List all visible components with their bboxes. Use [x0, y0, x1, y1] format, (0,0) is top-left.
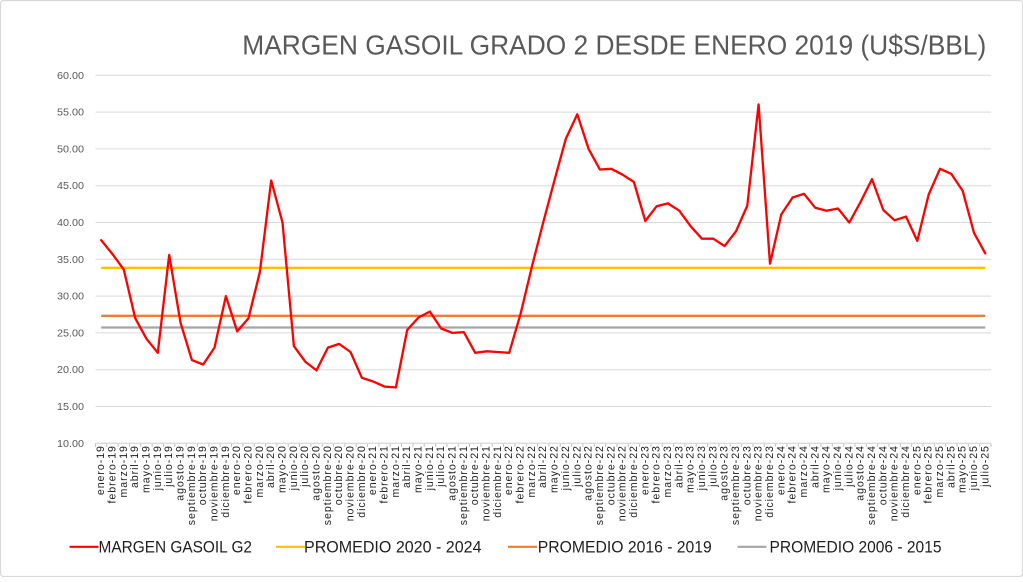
svg-text:julio-22: julio-22 [571, 445, 583, 488]
svg-text:noviembre-19: noviembre-19 [209, 445, 221, 521]
svg-text:enero-24: enero-24 [775, 445, 787, 495]
svg-text:marzo-23: marzo-23 [662, 445, 674, 497]
svg-text:diciembre-19: diciembre-19 [220, 445, 232, 518]
svg-text:agosto-24: agosto-24 [855, 445, 867, 501]
svg-text:octubre-20: octubre-20 [333, 445, 345, 505]
svg-text:agosto-23: agosto-23 [719, 445, 731, 501]
svg-text:agosto-20: agosto-20 [311, 445, 323, 501]
svg-text:agosto-19: agosto-19 [175, 445, 187, 501]
svg-text:mayo-22: mayo-22 [549, 445, 561, 493]
svg-text:noviembre-21: noviembre-21 [481, 445, 493, 521]
svg-text:octubre-22: octubre-22 [605, 445, 617, 505]
svg-text:PROMEDIO 2006 - 2015: PROMEDIO 2006 - 2015 [770, 539, 942, 557]
svg-text:30.00: 30.00 [57, 292, 84, 303]
svg-text:mayo-23: mayo-23 [685, 445, 697, 493]
svg-text:35.00: 35.00 [57, 255, 84, 266]
svg-text:abril-20: abril-20 [265, 445, 277, 488]
svg-text:junio-23: junio-23 [696, 445, 708, 491]
svg-text:noviembre-24: noviembre-24 [889, 445, 901, 521]
svg-text:agosto-21: agosto-21 [447, 445, 459, 501]
svg-text:enero-25: enero-25 [911, 445, 923, 495]
svg-text:agosto-22: agosto-22 [583, 445, 595, 501]
svg-text:25.00: 25.00 [57, 328, 84, 339]
svg-text:marzo-21: marzo-21 [390, 445, 402, 497]
svg-text:febrero-20: febrero-20 [243, 445, 255, 503]
svg-text:mayo-24: mayo-24 [821, 445, 833, 493]
svg-text:septiembre-19: septiembre-19 [186, 445, 198, 525]
svg-text:enero-22: enero-22 [503, 445, 515, 495]
svg-text:octubre-23: octubre-23 [741, 445, 753, 505]
svg-text:febrero-24: febrero-24 [787, 445, 799, 503]
svg-text:junio-22: junio-22 [560, 445, 572, 491]
svg-text:septiembre-23: septiembre-23 [730, 445, 742, 525]
svg-text:abril-23: abril-23 [673, 445, 685, 488]
svg-text:julio-21: julio-21 [435, 445, 447, 488]
svg-text:diciembre-21: diciembre-21 [492, 445, 504, 518]
svg-text:octubre-24: octubre-24 [877, 445, 889, 505]
svg-text:45.00: 45.00 [57, 181, 84, 192]
svg-text:marzo-19: marzo-19 [118, 445, 130, 497]
svg-text:julio-24: julio-24 [843, 445, 855, 488]
svg-text:junio-21: junio-21 [424, 445, 436, 491]
svg-text:octubre-19: octubre-19 [197, 445, 209, 505]
svg-text:febrero-21: febrero-21 [379, 445, 391, 503]
svg-text:MARGEN GASOIL GRADO 2 DESDE EN: MARGEN GASOIL GRADO 2 DESDE ENERO 2019 (… [242, 28, 986, 60]
svg-text:octubre-21: octubre-21 [469, 445, 481, 505]
svg-text:20.00: 20.00 [57, 365, 84, 376]
svg-text:enero-21: enero-21 [367, 445, 379, 495]
svg-text:febrero-19: febrero-19 [107, 445, 119, 503]
svg-text:junio-25: junio-25 [968, 445, 980, 491]
svg-text:diciembre-22: diciembre-22 [628, 445, 640, 518]
svg-text:marzo-24: marzo-24 [798, 445, 810, 497]
svg-text:PROMEDIO 2016 - 2019: PROMEDIO 2016 - 2019 [538, 539, 712, 557]
svg-text:40.00: 40.00 [57, 218, 84, 229]
svg-text:diciembre-24: diciembre-24 [900, 445, 912, 518]
svg-text:septiembre-20: septiembre-20 [322, 445, 334, 525]
svg-text:marzo-25: marzo-25 [934, 445, 946, 497]
svg-text:junio-20: junio-20 [288, 445, 300, 491]
svg-text:60.00: 60.00 [57, 71, 84, 82]
svg-text:noviembre-23: noviembre-23 [753, 445, 765, 521]
svg-text:diciembre-20: diciembre-20 [356, 445, 368, 518]
svg-text:junio-24: junio-24 [832, 445, 844, 491]
svg-text:abril-22: abril-22 [537, 445, 549, 488]
svg-text:15.00: 15.00 [57, 402, 84, 413]
svg-text:enero-19: enero-19 [95, 445, 107, 495]
svg-text:PROMEDIO 2020 - 2024: PROMEDIO 2020 - 2024 [304, 539, 482, 557]
svg-text:50.00: 50.00 [57, 144, 84, 155]
svg-text:abril-19: abril-19 [129, 445, 141, 488]
svg-text:marzo-20: marzo-20 [254, 445, 266, 497]
svg-text:febrero-23: febrero-23 [651, 445, 663, 503]
svg-text:mayo-19: mayo-19 [141, 445, 153, 493]
svg-text:septiembre-24: septiembre-24 [866, 445, 878, 525]
svg-text:mayo-20: mayo-20 [277, 445, 289, 493]
svg-text:MARGEN GASOIL G2: MARGEN GASOIL G2 [99, 539, 253, 557]
svg-text:julio-25: julio-25 [979, 445, 991, 488]
svg-text:febrero-22: febrero-22 [515, 445, 527, 503]
svg-text:10.00: 10.00 [57, 439, 84, 450]
svg-text:julio-19: julio-19 [163, 445, 175, 488]
svg-text:55.00: 55.00 [57, 108, 84, 119]
svg-text:abril-24: abril-24 [809, 445, 821, 488]
svg-text:abril-25: abril-25 [945, 445, 957, 488]
svg-text:enero-23: enero-23 [639, 445, 651, 495]
svg-text:marzo-22: marzo-22 [526, 445, 538, 497]
svg-text:abril-21: abril-21 [401, 445, 413, 488]
svg-text:junio-19: junio-19 [152, 445, 164, 491]
svg-text:febrero-25: febrero-25 [923, 445, 935, 503]
svg-text:septiembre-21: septiembre-21 [458, 445, 470, 525]
svg-text:diciembre-23: diciembre-23 [764, 445, 776, 518]
svg-text:mayo-25: mayo-25 [957, 445, 969, 493]
svg-text:julio-23: julio-23 [707, 445, 719, 488]
svg-text:noviembre-20: noviembre-20 [345, 445, 357, 521]
svg-text:mayo-21: mayo-21 [413, 445, 425, 493]
svg-text:septiembre-22: septiembre-22 [594, 445, 606, 525]
svg-text:julio-20: julio-20 [299, 445, 311, 488]
svg-text:enero-20: enero-20 [231, 445, 243, 495]
svg-text:noviembre-22: noviembre-22 [617, 445, 629, 521]
